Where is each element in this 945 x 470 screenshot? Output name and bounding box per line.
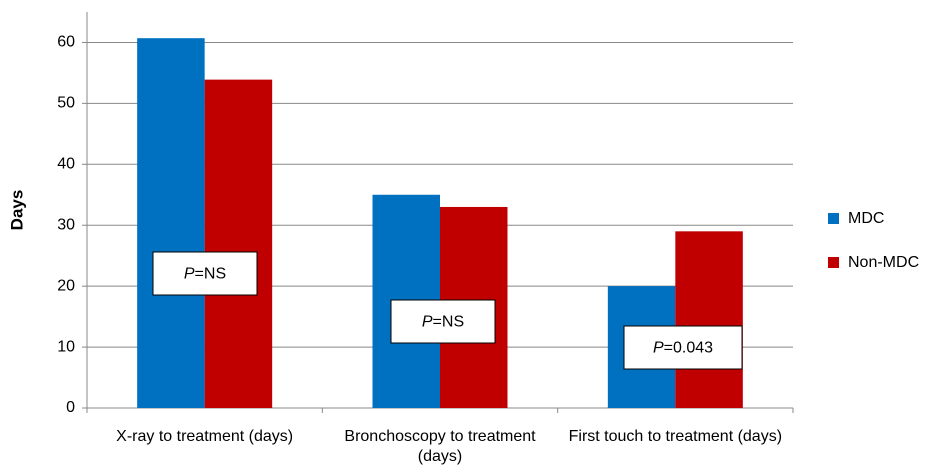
- y-tick-label: 60: [57, 34, 75, 51]
- annotation: P=NS: [152, 251, 258, 296]
- annotation-text: P=NS: [184, 266, 226, 283]
- y-tick-label: 40: [57, 156, 75, 173]
- bar: [137, 38, 205, 408]
- annotation-box: [152, 251, 258, 296]
- y-tick-label: 50: [57, 95, 75, 112]
- bar: [675, 231, 743, 408]
- y-axis-label: Days: [7, 190, 26, 231]
- x-tick-label: X-ray to treatment (days): [116, 428, 294, 445]
- annotation-text: P=0.043: [653, 340, 713, 357]
- legend-swatch: [828, 213, 839, 224]
- bar: [204, 79, 273, 408]
- y-tick-label: 30: [57, 216, 75, 233]
- annotation: P=0.043: [623, 325, 743, 370]
- annotation-text: P=NS: [422, 314, 464, 331]
- y-tick-label: 10: [57, 338, 75, 355]
- legend-label: Non-MDC: [848, 254, 919, 271]
- y-tick-label: 0: [66, 399, 75, 416]
- annotation: P=NS: [390, 299, 496, 344]
- annotation-box: [390, 299, 496, 344]
- legend-swatch: [828, 257, 839, 268]
- y-tick-label: 20: [57, 277, 75, 294]
- legend-label: MDC: [848, 210, 884, 227]
- x-tick-label: Bronchoscopy to treatment (days): [344, 428, 536, 465]
- x-tick-label: First touch to treatment (days): [568, 428, 783, 445]
- annotation-box: [623, 325, 743, 370]
